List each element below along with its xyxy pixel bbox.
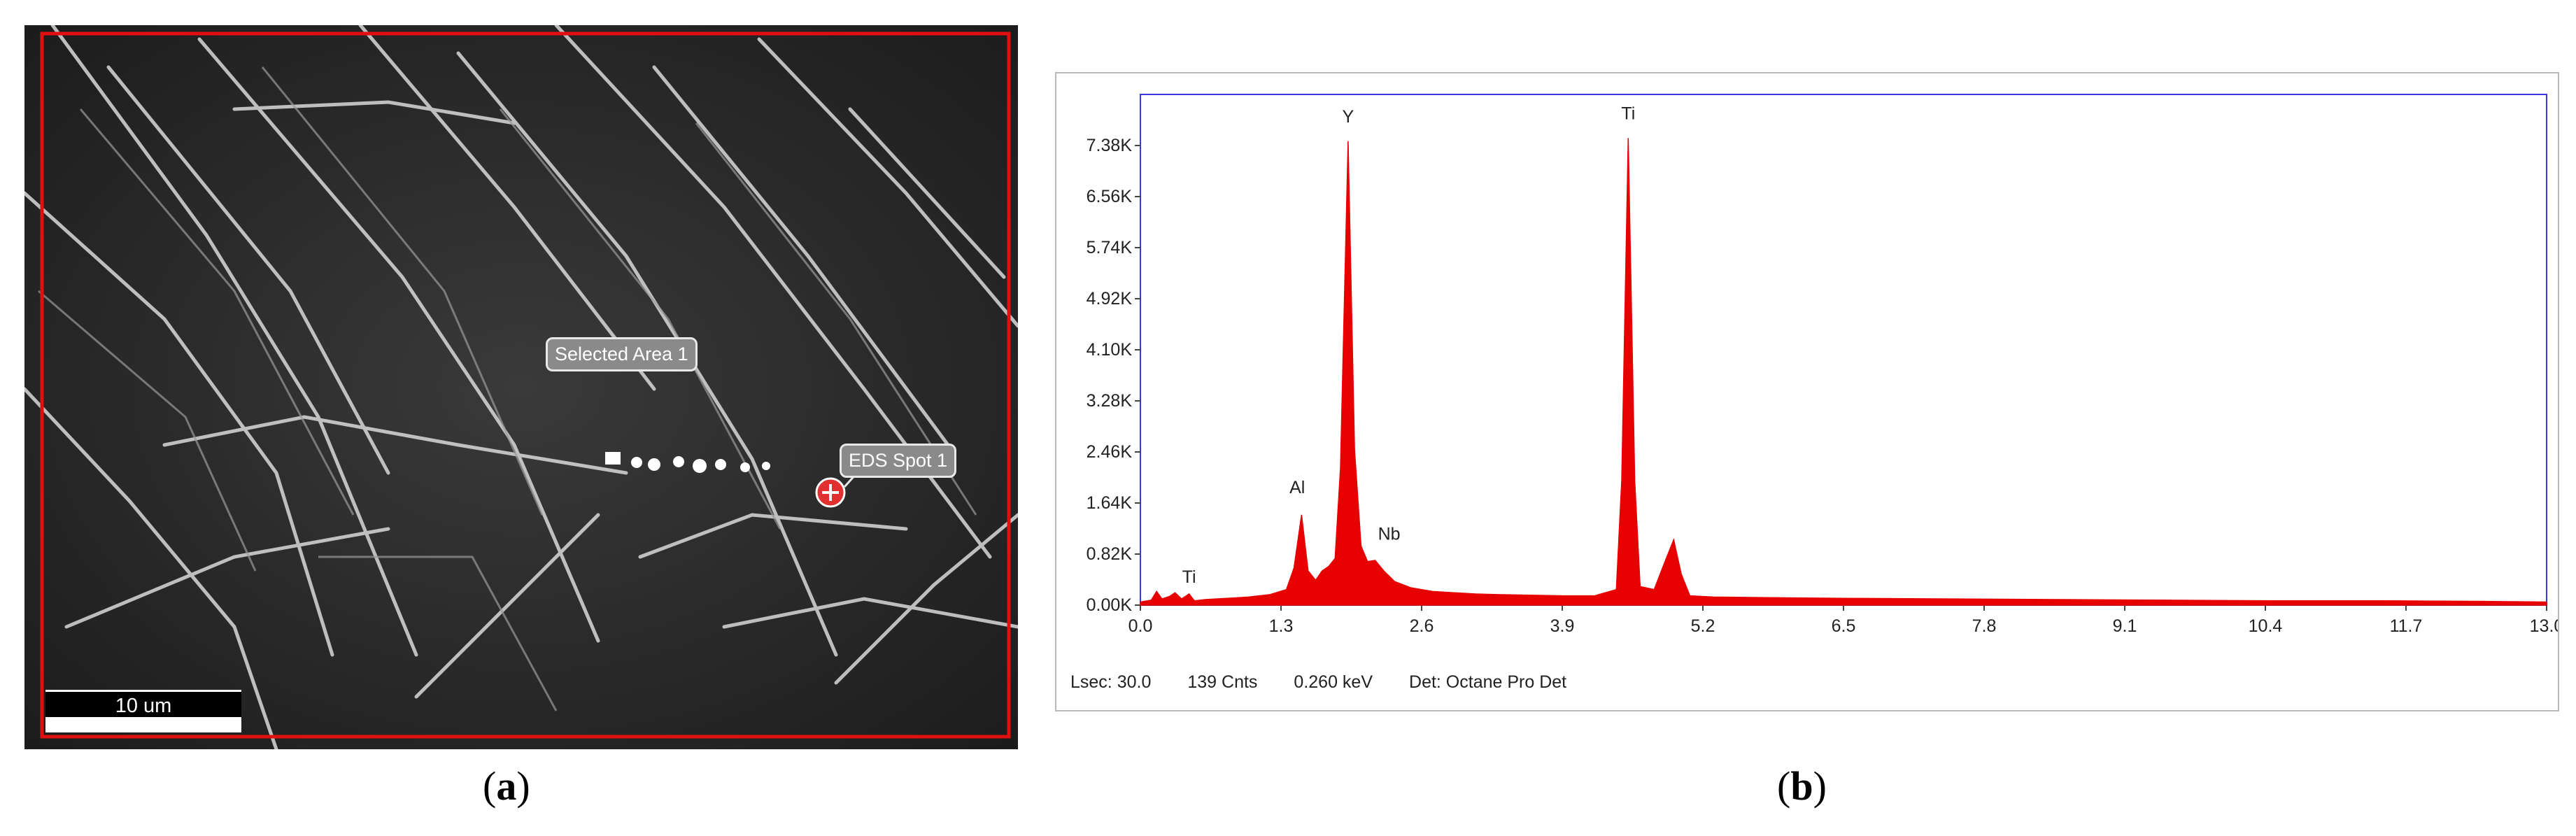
peak-label-ti: Ti [1621, 104, 1635, 124]
x-tick-label: 6.5 [1832, 616, 1856, 636]
y-tick-label: 4.92K [1087, 289, 1133, 309]
eds-spot-marker [815, 477, 846, 508]
peak-label-ti: Ti [1182, 567, 1196, 587]
x-tick-label: 3.9 [1550, 616, 1575, 636]
eds-spectrum-panel: 0.00K 0.82K 1.64K 2.46K 3.28K 4.10K 4.92K 5.74K… [1055, 72, 2559, 711]
peak-label-al: Al [1289, 478, 1305, 497]
x-tick-label: 0.0 [1128, 616, 1153, 636]
eds-spot-label: EDS Spot 1 [840, 444, 957, 478]
peak-label-nb: Nb [1378, 525, 1401, 544]
x-tick-label: 13.0 [2530, 616, 2558, 636]
y-tick-label: 5.74K [1087, 238, 1133, 257]
selected-area-frame [40, 31, 1011, 739]
x-tick-label: 11.7 [2390, 616, 2423, 636]
status-lsec: Lsec: 30.0 [1070, 672, 1152, 692]
x-tick-label: 7.8 [1972, 616, 1997, 636]
status-counts: 139 Cnts [1187, 672, 1258, 692]
y-tick-label: 4.10K [1087, 340, 1133, 360]
eds-spectrum-chart: 0.00K 0.82K 1.64K 2.46K 3.28K 4.10K 4.92K 5.74K… [1087, 94, 2558, 636]
precipitate-chain [605, 452, 770, 473]
scale-bar: 10 um [45, 690, 241, 732]
sem-micrograph: Selected Area 1 EDS Spot 1 10 um [24, 25, 1018, 749]
y-tick-label: 2.46K [1087, 442, 1133, 462]
x-tick-label: 1.3 [1269, 616, 1294, 636]
peak-label-y: Y [1343, 107, 1354, 127]
status-energy: 0.260 keV [1294, 672, 1373, 692]
caption-b: (b) [1777, 763, 1827, 809]
x-tick-label: 10.4 [2249, 616, 2283, 636]
y-tick-label: 0.00K [1087, 595, 1133, 615]
x-tick-label: 5.2 [1691, 616, 1715, 636]
x-tick-label: 9.1 [2113, 616, 2137, 636]
status-detector: Det: Octane Pro Det [1409, 672, 1567, 692]
selected-area-label: Selected Area 1 [546, 337, 698, 371]
spectrum-series [1140, 138, 2547, 606]
sem-texture [24, 25, 1018, 749]
scale-bar-label: 10 um [115, 695, 172, 717]
y-tick-label: 6.56K [1087, 187, 1133, 206]
scale-bar-line [45, 717, 241, 732]
y-tick-label: 1.64K [1087, 493, 1133, 513]
y-tick-label: 3.28K [1087, 391, 1133, 411]
status-bar: Lsec: 30.0 139 Cnts 0.260 keV Det: Octan… [1070, 672, 1566, 700]
caption-a: (a) [483, 763, 530, 809]
y-tick-label: 7.38K [1087, 136, 1133, 155]
x-tick-label: 2.6 [1410, 616, 1434, 636]
y-tick-label: 0.82K [1087, 544, 1133, 564]
